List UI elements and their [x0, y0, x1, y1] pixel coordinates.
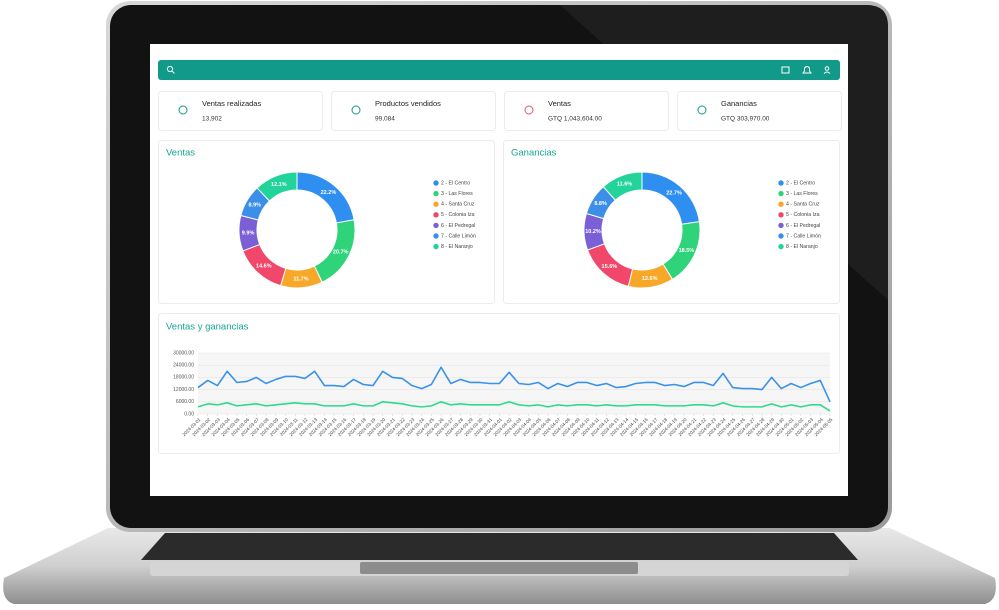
legend-label: 7 - Calle Limón [786, 233, 821, 239]
dashboard: Ventas realizadas 13,902 Productos vendido… [158, 91, 842, 437]
stat-card [158, 91, 323, 131]
y-tick-label: 12000.00 [173, 387, 194, 393]
legend-label: 8 - El Naranjo [786, 244, 818, 250]
slice-label: 10.2% [585, 229, 601, 235]
card-title: Ventas [548, 99, 571, 108]
slice-label: 22.7% [666, 190, 682, 196]
slice-label: 12.6% [642, 276, 658, 282]
legend-swatch [778, 180, 784, 186]
search-icon-handle [171, 70, 175, 74]
stat-card [331, 91, 496, 131]
legend-label: 2 - El Centro [786, 180, 815, 186]
card-icon [178, 105, 188, 115]
slice-label: 8.8% [594, 201, 607, 207]
plot-background [198, 353, 830, 414]
card-icon [697, 105, 707, 115]
chart-title: Ganancias [511, 148, 557, 159]
card-icon [524, 105, 534, 115]
line-series [197, 401, 831, 412]
slice-label: 12.1% [271, 182, 287, 188]
card-title: Ganancias [721, 99, 757, 108]
slice-label: 18.5% [679, 248, 695, 254]
legend-swatch [778, 243, 784, 250]
legend-swatch [778, 233, 784, 239]
slice-label: 9.9% [242, 230, 255, 236]
stat-card [504, 91, 669, 131]
legend-label: 7 - Calle Limón [441, 233, 476, 239]
donut-slice [602, 171, 643, 201]
legend-label: 3 - Las Flores [441, 191, 473, 197]
legend-label: 4 - Santa Cruz [786, 202, 820, 208]
card-value: 13,902 [202, 116, 222, 123]
slice-label: 15.6% [602, 264, 618, 270]
y-tick-label: 18000.00 [173, 375, 194, 381]
legend-swatch [433, 190, 439, 197]
legend-swatch [778, 190, 784, 197]
chart-title: Ventas y ganancias [166, 322, 249, 333]
slice-label: 8.9% [248, 203, 261, 209]
chart-title: Ventas [166, 148, 195, 159]
store-icon[interactable] [781, 66, 790, 74]
legend-swatch [433, 233, 439, 239]
slice-label: 14.6% [256, 264, 272, 270]
card-title: Productos vendidos [375, 99, 441, 108]
top-bar [158, 60, 840, 80]
donut-slice [256, 171, 298, 202]
legend-label: 4 - Santa Cruz [441, 202, 475, 208]
legend-label: 5 - Colonia Iza [786, 212, 820, 218]
legend-swatch [433, 201, 439, 207]
card-value: GTQ 1,043,604.00 [548, 116, 602, 123]
legend-swatch [778, 201, 784, 207]
legend-label: 6 - El Pedregal [786, 223, 820, 229]
y-tick-label: 0.00 [184, 411, 194, 417]
line-series [197, 366, 831, 403]
card-title: Ventas realizadas [202, 99, 261, 108]
slice-label: 11.6% [617, 182, 632, 188]
legend-label: 6 - El Pedregal [441, 223, 475, 229]
legend-label: 2 - El Centro [441, 180, 470, 186]
card-value: GTQ 303,970.00 [721, 116, 770, 123]
card-icon [351, 105, 361, 115]
panel [158, 140, 495, 304]
user-icon-body [823, 71, 831, 74]
legend-swatch [433, 212, 439, 218]
keyboard [141, 533, 858, 560]
slice-label: 11.7% [293, 276, 308, 282]
slice-label: 22.2% [321, 190, 337, 196]
panel [503, 140, 840, 304]
y-tick-label: 30000.00 [173, 350, 194, 356]
stat-card [677, 91, 842, 131]
legend-swatch [433, 222, 439, 229]
legend-label: 8 - El Naranjo [441, 244, 473, 250]
card-value: 99,084 [375, 116, 395, 123]
user-icon[interactable] [824, 66, 830, 71]
legend-swatch [778, 222, 784, 229]
legend-swatch [778, 212, 784, 218]
legend-label: 3 - Las Flores [786, 191, 818, 197]
trackpad [360, 562, 638, 574]
search-icon[interactable] [166, 65, 174, 73]
legend-label: 5 - Colonia Iza [441, 212, 475, 218]
y-tick-label: 24000.00 [173, 363, 194, 369]
y-tick-label: 6000.00 [176, 399, 194, 405]
bell-icon[interactable] [802, 66, 812, 74]
legend-swatch [433, 243, 439, 250]
legend-swatch [433, 180, 439, 186]
slice-label: 20.7% [333, 250, 349, 256]
